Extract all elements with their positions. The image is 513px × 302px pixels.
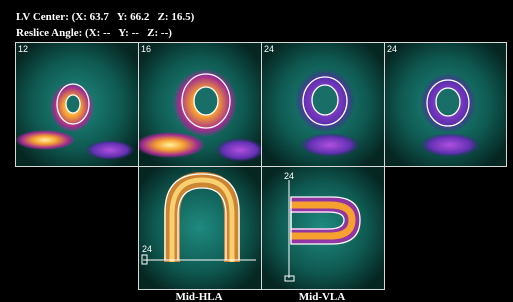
hla-image [138,166,261,289]
lv-center: LV Center: (X: 63.7 Y: 66.2 Z: 16.5) [16,11,195,23]
slice-image [261,42,384,166]
slice-label: 24 [264,44,274,54]
slice-image [135,42,265,166]
slice-image [384,42,507,166]
slice-label: 16 [141,44,151,54]
viewer: LV Center: (X: 63.7 Y: 66.2 Z: 16.5) Res… [0,0,513,302]
slice-label: 12 [18,44,28,54]
slice-image [15,42,138,166]
slice-marker: 24 [284,171,294,181]
caption: Mid-HLA [175,291,222,302]
slice-marker: 24 [142,244,152,254]
page: {"header": {"lv_center": "LV Center: (X:… [0,0,513,302]
reslice-angle: Reslice Angle: (X: -- Y: -- Z: --) [16,27,172,39]
slice-label: 24 [387,44,397,54]
caption: Mid-VLA [299,291,346,302]
vla-image [261,166,384,289]
